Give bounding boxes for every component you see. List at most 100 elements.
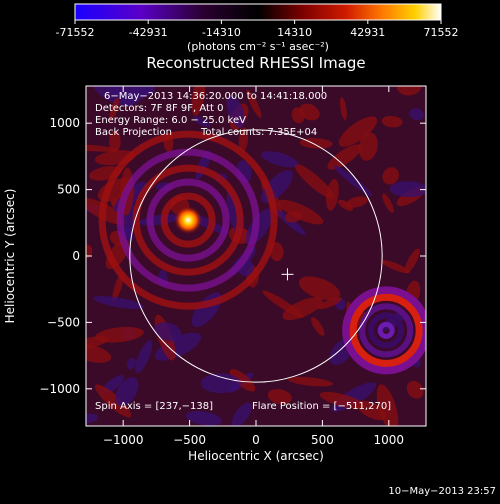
ring-source-band bbox=[359, 303, 414, 358]
flare-ripple-ring bbox=[98, 130, 278, 310]
texture-blob bbox=[267, 389, 292, 405]
texture-blob bbox=[409, 108, 424, 121]
annotation-energy-range: Energy Range: 6.0 − 25.0 keV bbox=[95, 115, 246, 126]
colorbar-tick-label: -42931 bbox=[129, 26, 168, 39]
texture-blob bbox=[246, 89, 262, 118]
texture-blob bbox=[404, 248, 420, 274]
texture-blob bbox=[185, 411, 223, 426]
spin-axis-label: Spin Axis = [237,−138] bbox=[95, 401, 213, 412]
annotation-detectors: Detectors: 7F 8F 9F, Att 0 bbox=[95, 103, 223, 114]
colorbar-tick-label: 42931 bbox=[350, 26, 385, 39]
texture-blob bbox=[231, 402, 252, 426]
x-tick-label: −500 bbox=[173, 433, 206, 447]
colorbar: -71552 -42931 -14310 14310 42931 71552 (photo… bbox=[56, 3, 459, 53]
texture-blob bbox=[382, 167, 400, 185]
annotation-time-range: 6−May−2013 14:36:20.000 to 14:41:18.000 bbox=[104, 91, 327, 102]
texture-blob bbox=[319, 391, 365, 409]
texture-blob bbox=[396, 86, 422, 96]
texture-blob bbox=[338, 116, 378, 147]
texture-blob bbox=[94, 326, 144, 343]
x-tick-label: 1000 bbox=[374, 433, 405, 447]
texture-blob bbox=[109, 97, 119, 121]
x-tick-label: 500 bbox=[311, 433, 334, 447]
texture-blob bbox=[115, 377, 139, 407]
texture-blob bbox=[94, 384, 132, 418]
texture-blob bbox=[109, 130, 121, 153]
ring-source-band bbox=[342, 286, 426, 375]
texture-blob bbox=[381, 115, 403, 128]
texture-blob bbox=[356, 400, 387, 421]
solar-disk-limb bbox=[129, 129, 383, 383]
texture-blob bbox=[193, 116, 211, 128]
colorbar-tick-label: 14310 bbox=[277, 26, 312, 39]
texture-blob bbox=[86, 413, 99, 424]
texture-blob bbox=[126, 357, 137, 370]
x-axis-label: Heliocentric X (arcsec) bbox=[188, 449, 324, 463]
heatmap-image bbox=[86, 86, 426, 426]
chart-title: Reconstructed RHESSI Image bbox=[146, 54, 365, 72]
y-tick-label: −500 bbox=[47, 315, 80, 329]
annotation-method: Back Projection bbox=[95, 127, 172, 138]
texture-blob bbox=[294, 163, 335, 199]
annotations: 6−May−2013 14:36:20.000 to 14:41:18.000 … bbox=[95, 91, 391, 412]
y-tick-label: −1000 bbox=[39, 382, 80, 396]
texture-blob bbox=[389, 181, 426, 198]
flare-ripple-ring bbox=[146, 178, 230, 262]
texture-blob bbox=[135, 340, 153, 374]
y-tick-label: 1000 bbox=[49, 116, 80, 130]
flare-position-label: Flare Position = [−511,270] bbox=[252, 401, 391, 412]
texture-blob bbox=[261, 151, 299, 168]
flare-ripple-ring bbox=[116, 148, 260, 292]
colorbar-gradient bbox=[74, 3, 442, 21]
spin-axis-marker bbox=[281, 268, 294, 281]
colorbar-tick-label: 71552 bbox=[424, 26, 459, 39]
texture-blob bbox=[262, 290, 304, 318]
texture-blob bbox=[311, 316, 325, 336]
texture-blob bbox=[327, 144, 362, 170]
y-axis-label: Heliocentric Y (arcsec) bbox=[3, 189, 17, 324]
texture-blob bbox=[382, 193, 394, 213]
texture-blob bbox=[226, 95, 245, 128]
texture-blob bbox=[406, 380, 424, 399]
texture-blob bbox=[339, 97, 347, 121]
texture-blob bbox=[291, 107, 305, 124]
texture-blob bbox=[229, 369, 256, 392]
ring-source bbox=[342, 286, 426, 375]
texture-blob bbox=[108, 86, 155, 98]
ring-source-band bbox=[349, 293, 423, 367]
flare-source-rings bbox=[98, 130, 278, 310]
flare-ripple-ring bbox=[132, 164, 244, 276]
timestamp: 10−May−2013 23:57 bbox=[388, 486, 496, 497]
texture-blob bbox=[276, 209, 306, 236]
texture-blob bbox=[380, 259, 410, 274]
texture-blob bbox=[93, 296, 144, 310]
colorbar-tick-label: -14310 bbox=[202, 26, 241, 39]
texture-blob bbox=[86, 343, 112, 363]
x-tick-label: 0 bbox=[252, 433, 260, 447]
flare-ripple-ring bbox=[160, 192, 216, 248]
ring-source-band bbox=[368, 312, 405, 349]
texture-blob bbox=[326, 178, 339, 211]
texture-blob bbox=[238, 127, 249, 152]
annotation-total-counts: Total counts: 7.35E+04 bbox=[200, 127, 317, 138]
texture-blob bbox=[200, 373, 241, 394]
texture-blob bbox=[86, 144, 119, 152]
texture-blob bbox=[277, 199, 324, 225]
texture-blob bbox=[288, 376, 334, 387]
colorbar-unit-label: (photons cm⁻² s⁻¹ asec⁻²) bbox=[187, 40, 329, 53]
flare-source bbox=[174, 206, 203, 235]
colorbar-tick-label: -71552 bbox=[56, 26, 95, 39]
colorbar-ticks: -71552 -42931 -14310 14310 42931 71552 bbox=[56, 20, 459, 39]
y-tick-label: 500 bbox=[57, 183, 80, 197]
x-axis: −1000 −500 0 500 1000 bbox=[103, 86, 404, 447]
y-axis: 1000 500 0 −500 −1000 bbox=[39, 116, 426, 396]
texture-blob bbox=[153, 322, 182, 341]
x-tick-label: −1000 bbox=[103, 433, 144, 447]
texture-blob bbox=[191, 86, 206, 116]
y-tick-label: 0 bbox=[72, 249, 80, 263]
texture-blob bbox=[298, 276, 341, 301]
texture-blob bbox=[358, 132, 378, 161]
ring-source-band bbox=[377, 321, 395, 339]
texture-blob bbox=[317, 297, 343, 310]
